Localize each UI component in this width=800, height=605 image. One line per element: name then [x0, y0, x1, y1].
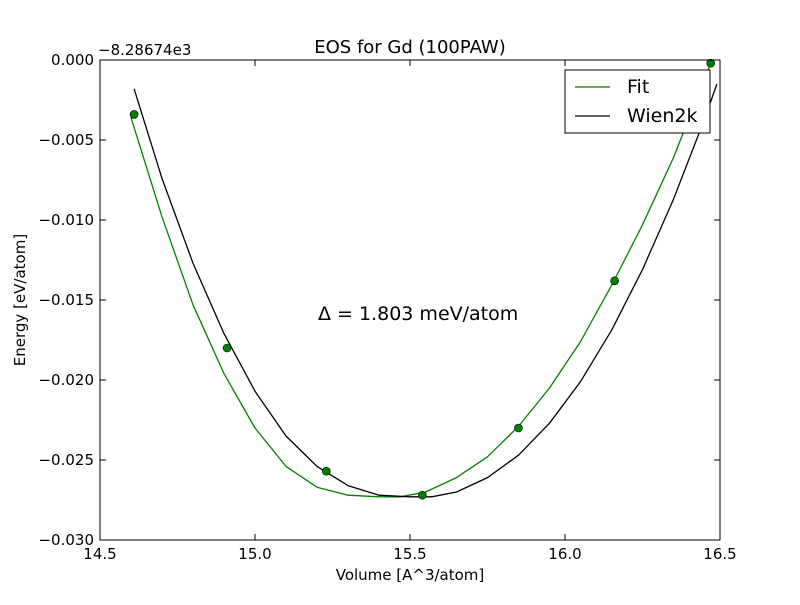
data-point — [610, 276, 619, 286]
legend: Fit Wien2k — [564, 69, 711, 134]
data-point — [514, 423, 523, 433]
x-tick-label: 15.0 — [238, 545, 271, 563]
x-tick-label: 16.0 — [548, 545, 581, 563]
x-tick-label: 16.5 — [703, 545, 736, 563]
y-tick-label: −0.005 — [38, 131, 94, 149]
series-line-fit — [130, 62, 712, 498]
data-point — [222, 343, 232, 353]
chart-title: EOS for Gd (100PAW) — [314, 37, 506, 58]
y-tick-label: −0.020 — [38, 371, 94, 389]
data-point — [129, 110, 139, 119]
legend-label-fit: Fit — [627, 76, 649, 98]
delta-annotation: Δ = 1.803 meV/atom — [318, 303, 518, 325]
x-axis-label: Volume [A^3/atom] — [336, 566, 485, 584]
y-tick-label: −0.030 — [38, 531, 94, 549]
legend-box — [564, 69, 711, 134]
series-line-wien2k — [133, 83, 718, 498]
ticks-layer: 14.5 15.0 15.5 16.0 16.5 0.000 −0.005 −0.010 −0.… — [38, 51, 736, 563]
series-layer — [129, 58, 718, 500]
y-tick-label: −0.025 — [38, 451, 94, 469]
data-point — [706, 58, 716, 68]
data-point — [321, 466, 331, 476]
y-axis-label: Energy [eV/atom] — [11, 234, 29, 366]
legend-label-wien2k: Wien2k — [627, 105, 697, 127]
y-tick-label: 0.000 — [51, 51, 94, 69]
y-offset-label: −8.28674e3 — [98, 41, 191, 59]
y-tick-label: −0.015 — [38, 291, 94, 309]
y-tick-label: −0.010 — [38, 211, 94, 229]
plot-frame — [99, 59, 721, 541]
data-point — [418, 490, 427, 500]
x-tick-label: 15.5 — [393, 545, 426, 563]
x-tick-label: 14.5 — [83, 545, 116, 563]
